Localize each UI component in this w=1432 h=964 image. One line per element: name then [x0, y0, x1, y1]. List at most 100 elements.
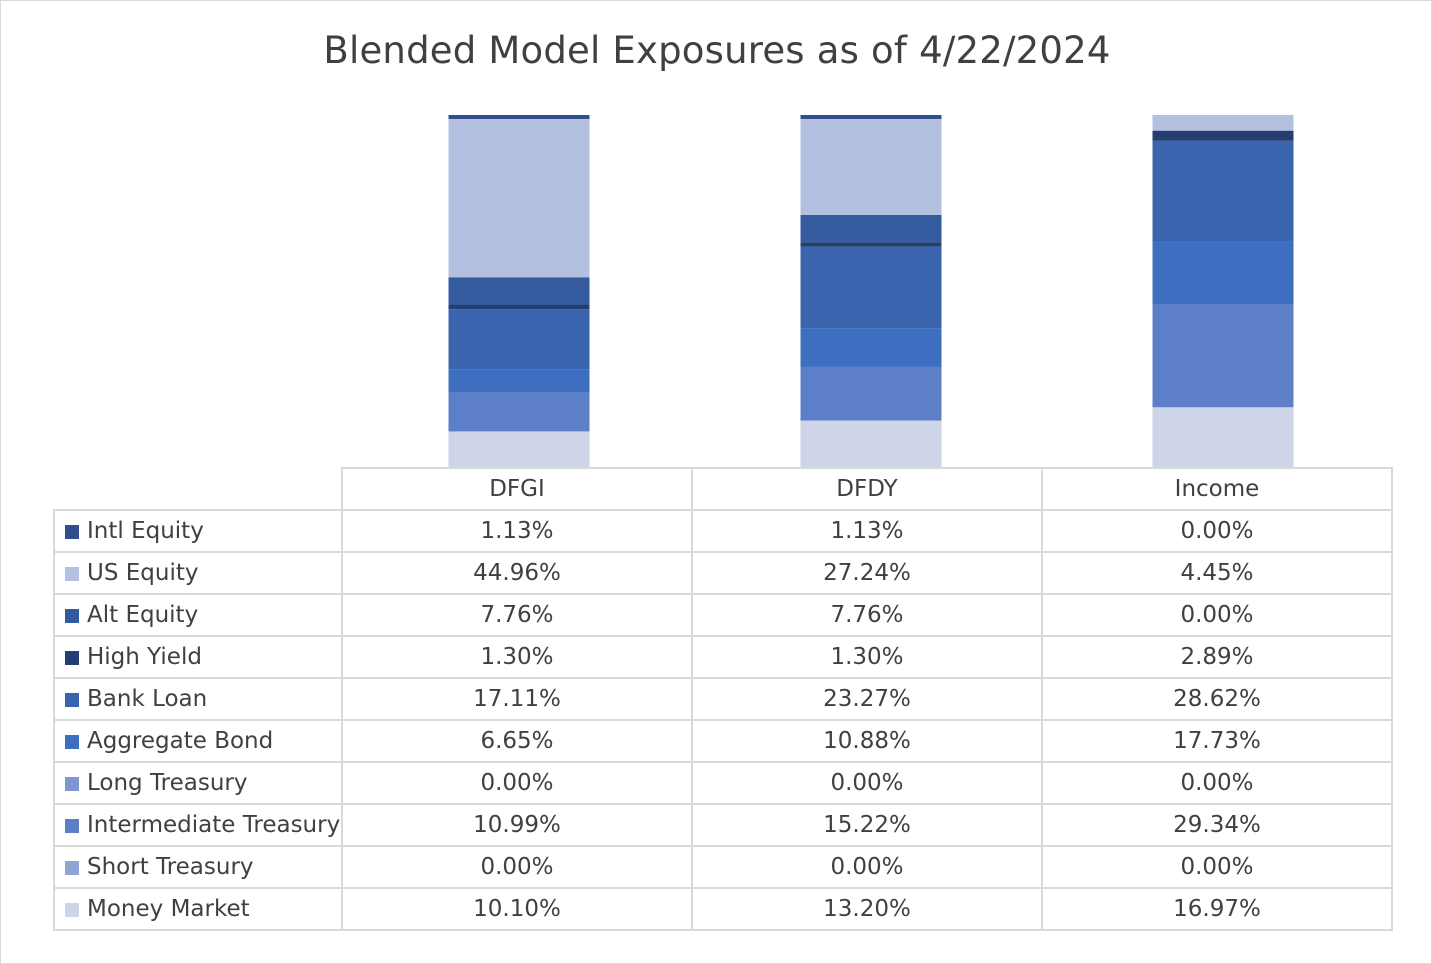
table-row-us-equity: US Equity 44.96% 27.24% 4.45%: [53, 551, 1393, 595]
bar-segment-income-money-market: [1152, 407, 1294, 467]
data-label-bank-loan-income: 28.62%: [1041, 677, 1393, 721]
legend-entry-long-treasury: Long Treasury: [53, 761, 343, 805]
bar-segment-dfgi-intl-equity: [448, 115, 590, 119]
table-row-long-treasury: Long Treasury 0.00% 0.00% 0.00%: [53, 761, 1393, 805]
data-label-alt-equity-dfgi: 7.76%: [341, 593, 693, 637]
table-row-money-market: Money Market 10.10% 13.20% 16.97%: [53, 887, 1393, 931]
data-label-intl-equity-income: 0.00%: [1041, 509, 1393, 553]
chart-title: Blended Model Exposures as of 4/22/2024: [323, 29, 1111, 72]
bar-segment-dfdy-intermediate-treasury: [800, 366, 942, 421]
bar-segment-dfgi-intermediate-treasury: [448, 392, 590, 432]
series-name: Bank Loan: [87, 686, 208, 712]
column-header-income: Income: [1041, 467, 1393, 511]
data-label-aggregate-bond-dfgi: 6.65%: [341, 719, 693, 763]
table-body: Intl Equity 1.13% 1.13% 0.00% US Equity 44.96…: [53, 509, 1393, 931]
legend-swatch-intl-equity: [65, 525, 79, 539]
series-name: Short Treasury: [87, 854, 254, 880]
legend-entry-short-treasury: Short Treasury: [53, 845, 343, 889]
data-label-intl-equity-dfgi: 1.13%: [341, 509, 693, 553]
bar-segment-dfdy-intl-equity: [800, 115, 942, 119]
legend-entry-alt-equity: Alt Equity: [53, 593, 343, 637]
bar-segment-dfdy-high-yield: [800, 242, 942, 247]
table-row-alt-equity: Alt Equity 7.76% 7.76% 0.00%: [53, 593, 1393, 637]
table-row-intermediate-treasury: Intermediate Treasury 10.99% 15.22% 29.34%: [53, 803, 1393, 847]
data-label-long-treasury-dfgi: 0.00%: [341, 761, 693, 805]
legend-entry-intl-equity: Intl Equity: [53, 509, 343, 553]
data-label-intl-equity-dfdy: 1.13%: [691, 509, 1043, 553]
data-label-intermediate-treasury-income: 29.34%: [1041, 803, 1393, 847]
bar-segment-dfdy-us-equity: [800, 118, 942, 215]
column-header-dfgi: DFGI: [341, 467, 693, 511]
legend-swatch-bank-loan: [65, 693, 79, 707]
bar-segment-dfgi-alt-equity: [448, 277, 590, 305]
data-label-money-market-dfgi: 10.10%: [341, 887, 693, 931]
bar-segment-dfdy-bank-loan: [800, 246, 942, 329]
legend-entry-us-equity: US Equity: [53, 551, 343, 595]
bar-segment-dfgi-money-market: [448, 431, 590, 467]
data-label-us-equity-income: 4.45%: [1041, 551, 1393, 595]
series-name: High Yield: [87, 644, 202, 670]
legend-entry-intermediate-treasury: Intermediate Treasury: [53, 803, 343, 847]
bar-segment-dfgi-us-equity: [448, 118, 590, 278]
data-label-intermediate-treasury-dfdy: 15.22%: [691, 803, 1043, 847]
bar-segment-income-bank-loan: [1152, 140, 1294, 242]
bar-segment-income-us-equity: [1152, 115, 1294, 131]
table-row-bank-loan: Bank Loan 17.11% 23.27% 28.62%: [53, 677, 1393, 721]
data-label-long-treasury-income: 0.00%: [1041, 761, 1393, 805]
data-table: DFGI DFDY Income Intl Equity 1.13% 1.13% 0.00…: [53, 467, 1393, 931]
bar-segment-income-intermediate-treasury: [1152, 303, 1294, 408]
legend-swatch-us-equity: [65, 567, 79, 581]
legend-entry-money-market: Money Market: [53, 887, 343, 931]
data-label-us-equity-dfdy: 27.24%: [691, 551, 1043, 595]
column-header-dfdy: DFDY: [691, 467, 1043, 511]
data-label-alt-equity-income: 0.00%: [1041, 593, 1393, 637]
data-label-aggregate-bond-dfdy: 10.88%: [691, 719, 1043, 763]
data-label-alt-equity-dfdy: 7.76%: [691, 593, 1043, 637]
data-label-long-treasury-dfdy: 0.00%: [691, 761, 1043, 805]
bar-segment-dfdy-alt-equity: [800, 214, 942, 243]
legend-swatch-long-treasury: [65, 777, 79, 791]
legend-swatch-money-market: [65, 903, 79, 917]
data-label-short-treasury-dfdy: 0.00%: [691, 845, 1043, 889]
table-row-short-treasury: Short Treasury 0.00% 0.00% 0.00%: [53, 845, 1393, 889]
bar-segment-income-aggregate-bond: [1152, 241, 1294, 304]
series-name: Intl Equity: [87, 518, 204, 544]
legend-swatch-alt-equity: [65, 609, 79, 623]
table-corner: [54, 468, 343, 511]
legend-entry-high-yield: High Yield: [53, 635, 343, 679]
series-name: Aggregate Bond: [87, 728, 274, 754]
bar-segment-dfdy-money-market: [800, 420, 942, 467]
data-label-bank-loan-dfgi: 17.11%: [341, 677, 693, 721]
bar-segment-dfdy-aggregate-bond: [800, 328, 942, 367]
data-label-money-market-income: 16.97%: [1041, 887, 1393, 931]
data-label-money-market-dfdy: 13.20%: [691, 887, 1043, 931]
series-name: Intermediate Treasury: [87, 812, 341, 838]
legend-entry-aggregate-bond: Aggregate Bond: [53, 719, 343, 763]
series-name: Money Market: [87, 896, 250, 922]
table-row-aggregate-bond: Aggregate Bond 6.65% 10.88% 17.73%: [53, 719, 1393, 763]
data-label-high-yield-dfdy: 1.30%: [691, 635, 1043, 679]
data-label-aggregate-bond-income: 17.73%: [1041, 719, 1393, 763]
data-label-us-equity-dfgi: 44.96%: [341, 551, 693, 595]
series-name: Long Treasury: [87, 770, 248, 796]
legend-swatch-intermediate-treasury: [65, 819, 79, 833]
legend-swatch-high-yield: [65, 651, 79, 665]
data-label-short-treasury-dfgi: 0.00%: [341, 845, 693, 889]
data-label-high-yield-dfgi: 1.30%: [341, 635, 693, 679]
legend-swatch-aggregate-bond: [65, 735, 79, 749]
bar-segment-dfgi-bank-loan: [448, 309, 590, 370]
legend-entry-bank-loan: Bank Loan: [53, 677, 343, 721]
series-name: Alt Equity: [87, 602, 199, 628]
data-label-bank-loan-dfdy: 23.27%: [691, 677, 1043, 721]
bar-segment-dfgi-aggregate-bond: [448, 369, 590, 393]
table-row-intl-equity: Intl Equity 1.13% 1.13% 0.00%: [53, 509, 1393, 553]
data-label-intermediate-treasury-dfgi: 10.99%: [341, 803, 693, 847]
series-name: US Equity: [87, 560, 199, 586]
legend-swatch-short-treasury: [65, 861, 79, 875]
bar-segment-dfgi-high-yield: [448, 304, 590, 310]
data-label-high-yield-income: 2.89%: [1041, 635, 1393, 679]
table-row-high-yield: High Yield 1.30% 1.30% 2.89%: [53, 635, 1393, 679]
data-label-short-treasury-income: 0.00%: [1041, 845, 1393, 889]
stacked-bar-plot: [448, 115, 1294, 467]
